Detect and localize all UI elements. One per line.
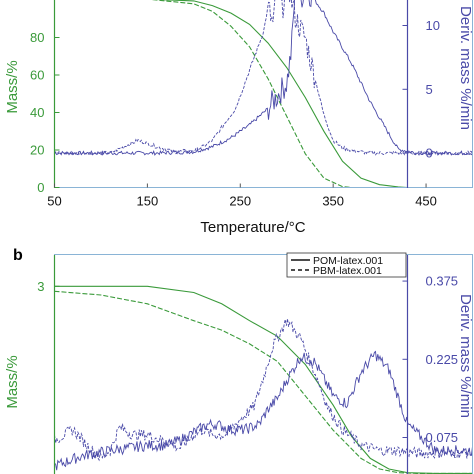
left-tick-label: 0	[37, 180, 44, 195]
x-tick-label: 150	[137, 194, 159, 209]
legend-entry-pbm: PBM-latex.001	[313, 265, 382, 277]
panel-b-legend: POM-latex.001 PBM-latex.001	[286, 252, 407, 278]
panel-b-deriv-solid-line	[54, 350, 473, 471]
left-tick-label: 60	[30, 68, 44, 83]
panel-a-left-axis-label: Mass/%	[4, 60, 21, 113]
right-tick-label: 0.075	[426, 430, 459, 445]
panel-a-mass-dashed-line	[150, 0, 352, 188]
panel-a-tick-labels: 0 20 40 60 80 0 5 10 50 150 250 350 450	[30, 18, 440, 208]
panel-b-deriv-dashed-line	[54, 318, 473, 462]
panel-a-curves	[54, 0, 473, 188]
left-tick-label: 20	[30, 143, 44, 158]
legend-box	[286, 252, 407, 278]
left-tick-label: 40	[30, 105, 44, 120]
panel-b-tick-labels: 3 0.075 0.225 0.375	[37, 274, 458, 445]
right-tick-label: 10	[426, 18, 440, 33]
panel-a: 0 20 40 60 80 0 5 10 50 150 250 350 450 Mass/% Deriv…	[4, 0, 474, 236]
panel-b-curves	[54, 285, 473, 474]
x-tick-label: 250	[229, 194, 251, 209]
right-tick-label: 0	[426, 146, 433, 161]
x-tick-label: 50	[47, 194, 61, 209]
panel-a-tick-marks	[54, 25, 427, 188]
panel-a-x-axis-label: Temperature/°C	[200, 219, 305, 236]
legend-entry-pom: POM-latex.001	[313, 255, 383, 267]
right-tick-label: 0.225	[426, 352, 459, 367]
panel-a-deriv-solid-line	[54, 0, 473, 156]
right-tick-label: 5	[426, 82, 433, 97]
panel-b-left-axis-label: Mass/%	[4, 355, 21, 408]
left-tick-label: 3	[37, 279, 44, 294]
panel-b-right-axis-label: Deriv. mass %/min	[457, 294, 474, 418]
panel-a-mass-solid-line	[156, 0, 417, 188]
panel-b-mass-dashed-line	[54, 290, 473, 474]
panel-b-mass-solid-line	[54, 285, 473, 474]
right-tick-label: 0.375	[426, 274, 459, 289]
panel-a-plot-frame	[54, 0, 473, 188]
panel-a-deriv-dashed-line	[54, 0, 473, 157]
panel-b-plot-frame	[54, 254, 473, 474]
left-tick-label: 80	[30, 30, 44, 45]
panel-b: b 3 0.075 0.225 0.375 Mass/% Deriv. mass %/…	[4, 247, 474, 474]
panel-b-tick-marks	[54, 280, 408, 438]
x-tick-label: 450	[415, 194, 437, 209]
x-tick-label: 350	[322, 194, 344, 209]
panel-a-right-axis-label: Deriv. mass %/min	[457, 6, 474, 130]
panel-b-letter: b	[13, 247, 23, 264]
